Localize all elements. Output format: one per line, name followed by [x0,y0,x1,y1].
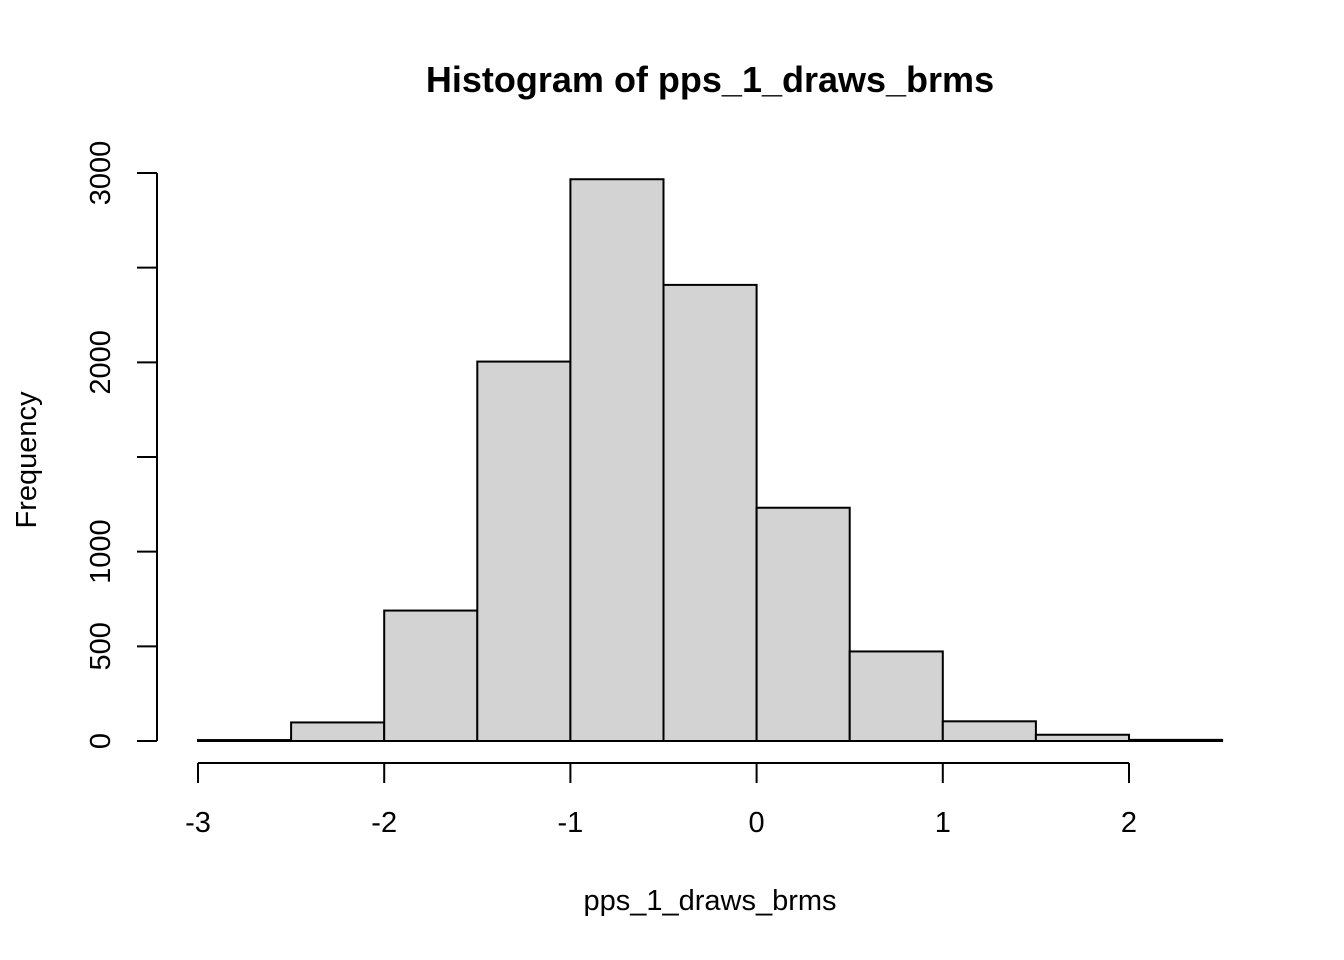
x-axis: -3 -2 -1 0 1 2 [185,762,1137,839]
histogram-bar-4 [569,178,665,743]
y-tick-label-1: 500 [85,622,117,670]
bars-group [197,178,1224,743]
x-tick-label-3: 0 [749,807,765,839]
x-axis-title: pps_1_draws_brms [583,885,836,917]
histogram-bar-3 [476,360,572,742]
x-tick-label-4: 1 [935,807,951,839]
x-tick-label-0: -3 [185,807,211,839]
y-tick-label-6: 3000 [85,141,117,206]
y-axis: 0 500 1000 2000 3000 [85,141,158,749]
histogram-bar-1 [290,721,386,742]
y-axis-title: Frequency [11,391,43,529]
x-tick-label-5: 2 [1121,807,1137,839]
histogram-bar-6 [755,506,851,742]
histogram-bar-7 [848,650,944,742]
histogram-bar-10 [1128,738,1224,743]
x-tick-label-2: -1 [558,807,584,839]
histogram-bar-2 [383,609,479,742]
x-tick-label-1: -2 [371,807,397,839]
histogram-bar-0 [197,739,293,743]
y-tick-label-4: 2000 [85,330,117,395]
y-tick-label-0: 0 [85,733,117,749]
histogram-bar-5 [662,283,758,742]
histogram-bar-9 [1034,733,1131,743]
chart-title: Histogram of pps_1_draws_brms [426,59,994,100]
y-tick-label-2: 1000 [85,519,117,584]
histogram-bar-8 [941,720,1037,742]
